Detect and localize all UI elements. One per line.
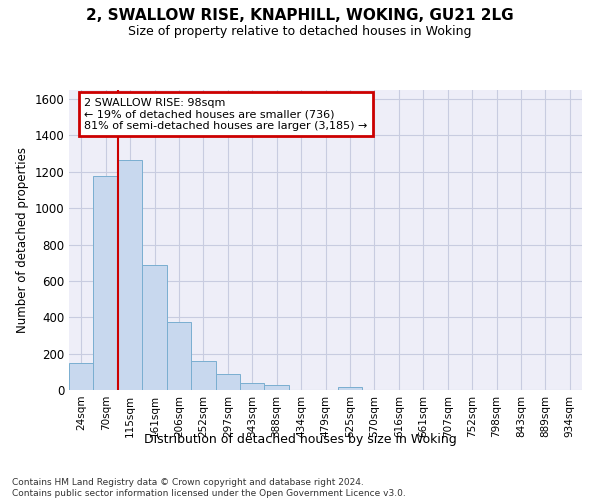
Bar bbox=[215, 374, 240, 390]
Text: Distribution of detached houses by size in Woking: Distribution of detached houses by size … bbox=[143, 432, 457, 446]
Text: 2, SWALLOW RISE, KNAPHILL, WOKING, GU21 2LG: 2, SWALLOW RISE, KNAPHILL, WOKING, GU21 … bbox=[86, 8, 514, 22]
Y-axis label: Number of detached properties: Number of detached properties bbox=[16, 147, 29, 333]
Bar bbox=[167, 322, 191, 390]
Text: Contains HM Land Registry data © Crown copyright and database right 2024.
Contai: Contains HM Land Registry data © Crown c… bbox=[12, 478, 406, 498]
Bar bbox=[265, 386, 289, 390]
Bar bbox=[142, 266, 167, 390]
Text: Size of property relative to detached houses in Woking: Size of property relative to detached ho… bbox=[128, 24, 472, 38]
Bar bbox=[118, 160, 142, 390]
Bar bbox=[69, 363, 94, 390]
Bar bbox=[338, 388, 362, 390]
Bar bbox=[191, 361, 215, 390]
Text: 2 SWALLOW RISE: 98sqm
← 19% of detached houses are smaller (736)
81% of semi-det: 2 SWALLOW RISE: 98sqm ← 19% of detached … bbox=[85, 98, 368, 130]
Bar bbox=[240, 383, 265, 390]
Bar bbox=[94, 176, 118, 390]
